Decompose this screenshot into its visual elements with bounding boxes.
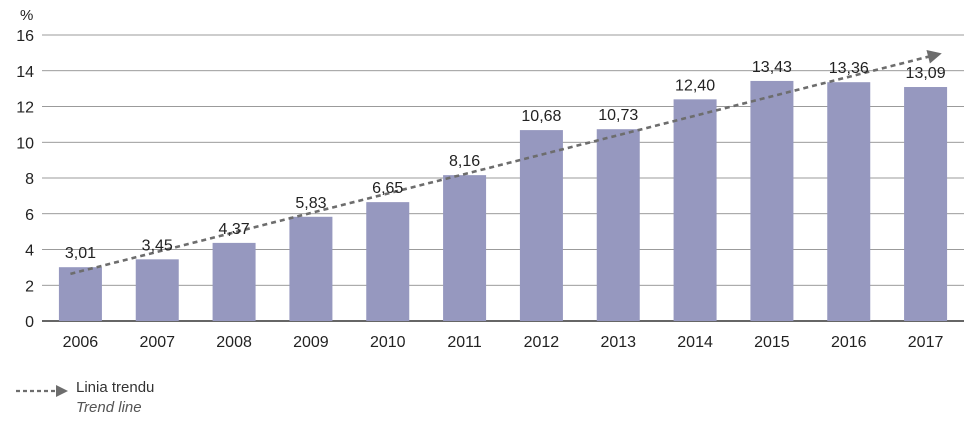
y-tick-label: 8: [25, 171, 34, 188]
data-label: 8,16: [449, 153, 480, 170]
x-tick-label: 2016: [831, 334, 867, 351]
gridlines: [42, 34, 964, 322]
trend-line-path: [70, 54, 935, 276]
bar: [212, 242, 256, 321]
y-tick-label: 14: [16, 64, 34, 81]
data-label: 12,40: [675, 77, 715, 94]
bar: [135, 259, 179, 321]
x-tick-label: 2012: [524, 334, 560, 351]
data-labels: 3,01 3,45 4,37 5,83 6,65 8,16 10,68 10,73 12,40 1…: [65, 59, 946, 262]
x-tick-label: 2009: [293, 334, 329, 351]
data-label: 6,65: [372, 180, 403, 197]
y-tick-label: 4: [25, 243, 34, 260]
y-tick-label: 10: [16, 135, 34, 152]
y-axis-ticks: 0 2 4 6 8 10 12 14 16: [16, 28, 34, 331]
data-label: 5,83: [295, 195, 326, 212]
bar: [596, 129, 640, 321]
bar: [827, 82, 871, 321]
bar: [443, 175, 487, 321]
x-tick-label: 2014: [677, 334, 713, 351]
bar: [673, 99, 717, 321]
x-tick-label: 2013: [600, 334, 636, 351]
x-tick-label: 2017: [908, 334, 944, 351]
data-label: 4,37: [219, 221, 250, 238]
data-label: 13,36: [829, 60, 869, 77]
data-label: 3,01: [65, 245, 96, 262]
bar: [366, 202, 410, 321]
y-tick-label: 16: [16, 28, 34, 45]
x-tick-label: 2007: [139, 334, 175, 351]
trend-line-legend-icon: [16, 385, 68, 397]
y-tick-label: 2: [25, 278, 34, 295]
data-label: 13,09: [906, 65, 946, 82]
x-tick-label: 2011: [447, 334, 482, 351]
data-label: 3,45: [142, 237, 173, 254]
x-tick-label: 2010: [370, 334, 406, 351]
bar-chart: 3,01 3,45 4,37 5,83 6,65 8,16 10,68 10,73 12,40 1…: [16, 7, 964, 351]
x-tick-label: 2006: [63, 334, 99, 351]
x-tick-label: 2015: [754, 334, 790, 351]
data-label: 13,43: [752, 59, 792, 76]
trend-line: [70, 49, 942, 276]
bar: [750, 80, 794, 321]
bars: [58, 80, 948, 321]
y-tick-label: 12: [16, 100, 34, 117]
bar: [904, 87, 948, 321]
legend-label: Linia trendu: [76, 379, 155, 396]
bar: [58, 267, 102, 321]
y-tick-label: 6: [25, 207, 34, 224]
trend-arrowhead: [926, 49, 942, 64]
data-label: 10,73: [598, 107, 638, 124]
y-axis-unit: %: [20, 7, 33, 24]
bar: [519, 130, 563, 321]
bar: [289, 216, 333, 321]
x-tick-label: 2008: [216, 334, 252, 351]
data-label: 10,68: [521, 108, 561, 125]
legend-sublabel: Trend line: [76, 399, 142, 416]
y-tick-label: 0: [25, 314, 34, 331]
x-axis-ticks: 2006 2007 2008 2009 2010 2011 2012 2013 2014 2015…: [63, 334, 944, 351]
